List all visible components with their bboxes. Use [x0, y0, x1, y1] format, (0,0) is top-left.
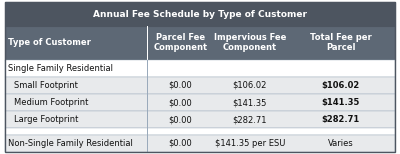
- Bar: [5, 111, 395, 128]
- Bar: [147, 128, 148, 135]
- Text: $0.00: $0.00: [169, 81, 192, 90]
- Text: Impervious Fee
Component: Impervious Fee Component: [214, 33, 286, 53]
- Bar: [147, 77, 148, 94]
- Bar: [5, 94, 395, 111]
- Bar: [5, 2, 395, 26]
- Text: $141.35 per ESU: $141.35 per ESU: [214, 139, 285, 148]
- Text: Non-Single Family Residential: Non-Single Family Residential: [8, 139, 132, 148]
- Text: Single Family Residential: Single Family Residential: [8, 64, 113, 73]
- Bar: [147, 135, 148, 152]
- Text: Small Footprint: Small Footprint: [14, 81, 78, 90]
- Text: $0.00: $0.00: [169, 115, 192, 124]
- Text: $106.02: $106.02: [232, 81, 267, 90]
- Text: $282.71: $282.71: [232, 115, 267, 124]
- Text: $0.00: $0.00: [169, 139, 192, 148]
- Text: $141.35: $141.35: [321, 98, 360, 107]
- Text: Type of Customer: Type of Customer: [8, 38, 90, 47]
- Bar: [147, 26, 148, 60]
- Bar: [5, 128, 395, 135]
- Bar: [147, 60, 148, 77]
- Text: $282.71: $282.71: [322, 115, 360, 124]
- Bar: [5, 77, 395, 94]
- Text: Varies: Varies: [328, 139, 354, 148]
- Text: Medium Footprint: Medium Footprint: [14, 98, 88, 107]
- Bar: [5, 135, 395, 152]
- Text: $0.00: $0.00: [169, 98, 192, 107]
- Bar: [5, 60, 395, 77]
- Text: Large Footprint: Large Footprint: [14, 115, 78, 124]
- Text: $106.02: $106.02: [322, 81, 360, 90]
- Bar: [5, 26, 395, 60]
- Text: Total Fee per
Parcel: Total Fee per Parcel: [310, 33, 372, 53]
- Text: Annual Fee Schedule by Type of Customer: Annual Fee Schedule by Type of Customer: [93, 10, 307, 18]
- Text: Parcel Fee
Component: Parcel Fee Component: [154, 33, 208, 53]
- Bar: [147, 111, 148, 128]
- Bar: [147, 94, 148, 111]
- Text: $141.35: $141.35: [232, 98, 267, 107]
